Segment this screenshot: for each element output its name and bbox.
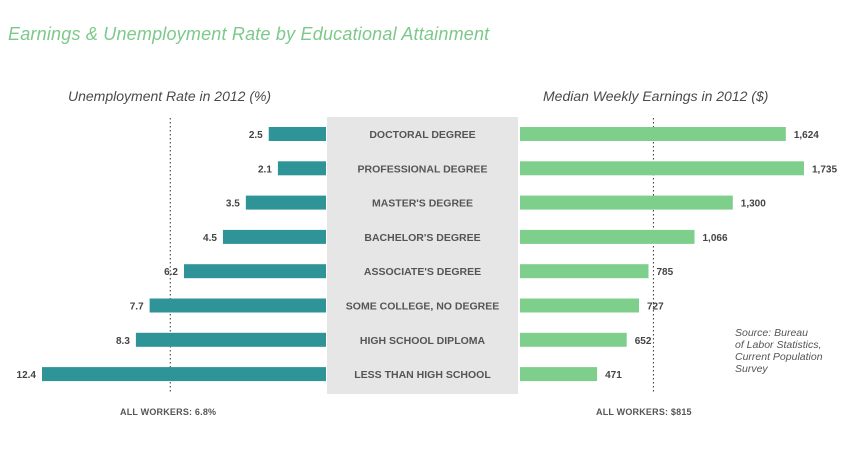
earnings-panel-title: Median Weekly Earnings in 2012 ($): [543, 88, 769, 104]
unemployment-value-label: 3.5: [226, 199, 240, 210]
category-label: SOME COLLEGE, NO DEGREE: [346, 301, 499, 313]
unemployment-bar: [277, 161, 326, 176]
earnings-value-label: 727: [647, 302, 664, 313]
source-note: Source: Bureau of Labor Statistics, Curr…: [735, 327, 823, 375]
earnings-bar: [520, 127, 786, 141]
unemployment-bar: [149, 298, 326, 313]
earnings-value-label: 1,066: [702, 233, 727, 244]
earnings-bar: [520, 298, 640, 313]
earnings-value-label: 652: [635, 336, 652, 347]
earnings-bar: [520, 264, 649, 279]
unemployment-bar: [245, 195, 326, 210]
unemployment-bar: [42, 367, 326, 382]
earnings-bar: [520, 229, 695, 244]
category-label: MASTER'S DEGREE: [372, 198, 473, 210]
category-label: LESS THAN HIGH SCHOOL: [354, 369, 491, 381]
earnings-bar: [520, 195, 733, 210]
unemployment-value-label: 6.2: [164, 267, 178, 278]
earnings-bar: [520, 161, 804, 176]
unemployment-bar: [184, 264, 326, 279]
unemployment-value-label: 12.4: [17, 370, 37, 381]
earnings-bar: [520, 332, 627, 347]
earnings-value-label: 1,624: [794, 130, 819, 141]
unemployment-bar: [268, 127, 326, 141]
earnings-value-label: 1,300: [741, 199, 766, 210]
chart-title: Earnings & Unemployment Rate by Educatio…: [8, 24, 490, 44]
earnings-bar: [520, 367, 598, 382]
unemployment-bar: [222, 229, 326, 244]
category-label: HIGH SCHOOL DIPLOMA: [360, 335, 486, 347]
category-label: BACHELOR'S DEGREE: [364, 232, 480, 244]
earnings-value-label: 471: [605, 370, 622, 381]
earnings-value-label: 1,735: [812, 164, 837, 175]
unemployment-reference-label: ALL WORKERS: 6.8%: [120, 407, 217, 417]
unemployment-bar: [135, 332, 326, 347]
earnings-value-label: 785: [656, 267, 673, 278]
unemployment-value-label: 7.7: [130, 302, 144, 313]
unemployment-value-label: 4.5: [203, 233, 217, 244]
unemployment-value-label: 2.1: [258, 164, 272, 175]
earnings-reference-label: ALL WORKERS: $815: [596, 407, 692, 417]
category-band: [327, 117, 518, 394]
category-label: ASSOCIATE'S DEGREE: [364, 266, 481, 278]
unemployment-value-label: 2.5: [249, 130, 263, 141]
category-label: PROFESSIONAL DEGREE: [358, 163, 488, 175]
unemployment-value-label: 8.3: [116, 336, 130, 347]
category-label: DOCTORAL DEGREE: [369, 129, 475, 141]
unemployment-panel-title: Unemployment Rate in 2012 (%): [68, 88, 272, 104]
